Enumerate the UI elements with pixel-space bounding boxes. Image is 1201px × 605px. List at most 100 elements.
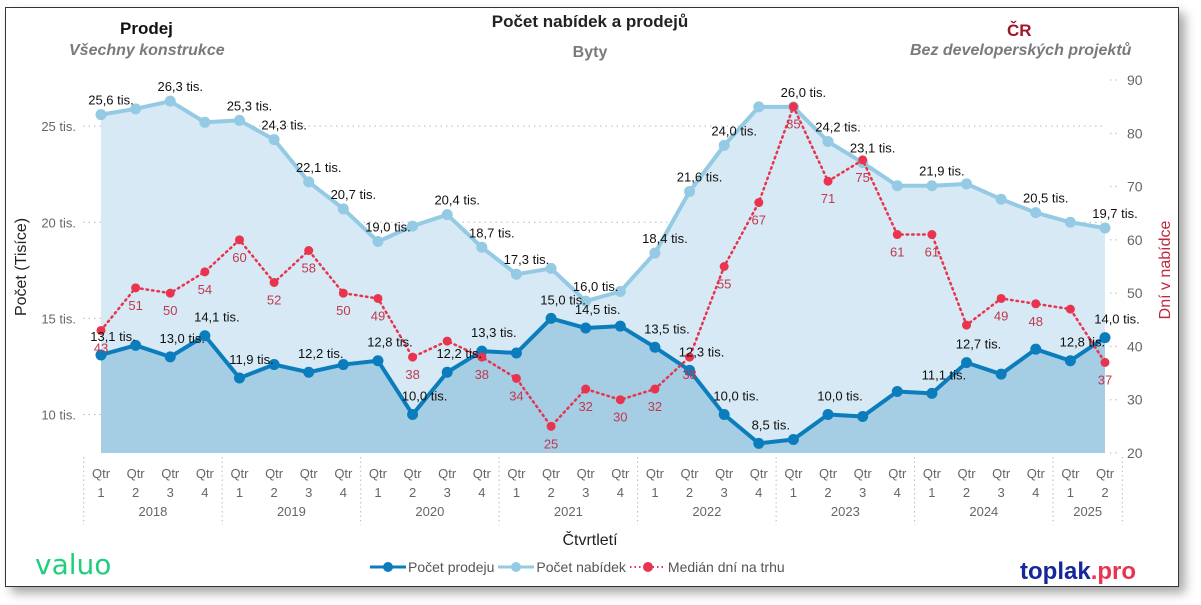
x-tick-qnum: 1 [513,485,520,500]
sales-point [614,320,626,332]
median-point [1100,357,1110,367]
y-tick-label: 20 tis. [41,215,76,230]
offers-point [303,176,315,188]
offers-line [100,99,1106,304]
median-data-label: 54 [198,282,212,297]
median-data-label: 37 [1098,372,1112,387]
sales-point [822,409,834,421]
y-tick-label: 15 tis. [41,311,76,326]
toplak-logo-suffix: pro [1097,558,1137,585]
sales-point [268,359,280,371]
x-tick-qnum: 2 [963,485,970,500]
sales-data-label: 10,0 tis. [402,389,448,404]
offers-point [545,262,557,274]
x-tick-qtr: Qtr [819,466,838,481]
toplak-logo-main: toplak [1020,558,1091,585]
valuo-logo: valuo [35,548,112,581]
sales-data-label: 11,1 tis. [922,367,967,382]
y-axis-title: Počet (Tisíce) [13,218,30,316]
x-tick-qtr: Qtr [334,466,353,481]
offers-data-label: 25,3 tis. [227,98,273,113]
x-tick-qtr: Qtr [404,466,423,481]
x-tick-qtr: Qtr [854,466,873,481]
x-tick-qtr: Qtr [1027,466,1046,481]
median-data-label: 61 [890,245,904,260]
median-data-label: 51 [128,298,142,313]
x-tick-qtr: Qtr [923,466,942,481]
left-subtitle: Všechny konstrukce [69,42,225,59]
median-point [719,262,729,271]
offers-data-label: 26,3 tis. [157,79,203,94]
legend-item-offers[interactable]: Počet nabídek [498,559,626,575]
offers-data-label: 19,7 tis. [1092,206,1138,221]
median-data-label: 49 [994,308,1008,323]
offers-data-label: 21,6 tis. [677,170,723,185]
legend-label-median: Medián dní na trhu [667,559,785,575]
sales-data-label: 12,2 tis. [436,346,482,361]
sales-data-label: 11,9 tis. [229,352,274,367]
right-title: ČR [1007,21,1032,40]
median-data-label: 60 [232,250,246,265]
legend-item-median[interactable]: Medián dní na trhu [629,559,785,575]
x-tick-qtr: Qtr [369,466,388,481]
sales-point [857,410,869,422]
x-tick-qnum: 2 [824,485,831,500]
y-right-tick-label: 40 [1127,338,1143,354]
median-point [996,293,1006,303]
median-point [581,384,591,394]
sales-point [1099,332,1111,344]
median-point [1065,304,1075,314]
y-right-tick-label: 50 [1127,285,1143,301]
offers-point [961,178,973,190]
y-right-tick-label: 70 [1127,179,1143,195]
y-right-tick-label: 90 [1127,72,1143,88]
x-tick-qnum: 4 [1032,485,1039,500]
legend-label-sales: Počet prodeju [408,559,495,575]
legend-item-sales[interactable]: Počet prodeju [370,559,494,575]
x-tick-qtr: Qtr [92,466,111,481]
x-tick-qtr: Qtr [542,466,561,481]
sales-data-label: 14,1 tis. [194,310,240,325]
sales-data-label: 13,1 tis. [90,329,136,344]
offers-data-label: 19,0 tis. [365,220,411,235]
offers-point [233,114,245,126]
legend-label-offers: Počet nabídek [536,559,626,575]
x-tick-qtr: Qtr [611,466,630,481]
x-tick-year: 2018 [138,504,167,519]
median-data-label: 52 [267,292,281,307]
sales-data-label: 12,3 tis. [679,344,725,359]
median-data-label: 71 [821,191,835,206]
sales-point [372,355,384,367]
median-point [96,325,106,335]
median-point [373,293,383,303]
x-tick-qtr: Qtr [577,466,596,481]
x-tick-qnum: 2 [409,485,416,500]
sales-point [164,351,176,363]
offers-data-label: 24,2 tis. [815,120,861,135]
x-tick-qnum: 1 [790,485,797,500]
sales-data-label: 10,0 tis. [817,389,863,404]
left-title: Prodej [120,19,173,38]
median-data-label: 43 [94,340,108,355]
sales-point [337,359,349,371]
sales-data-label: 13,3 tis. [471,325,517,340]
median-point [927,230,937,240]
offers-point [684,186,696,198]
x-tick-year: 2023 [831,504,860,519]
x-tick-qnum: 2 [132,485,139,500]
sales-point [926,387,938,399]
offers-point [649,247,661,259]
median-point [546,421,556,431]
median-data-label: 58 [301,261,315,276]
x-tick-year: 2022 [692,504,721,519]
x-tick-qtr: Qtr [196,466,215,481]
y-right-tick-label: 30 [1127,392,1143,408]
sales-area [101,318,1105,453]
offers-point [268,134,280,146]
toplak-logo: toplak.pro [1020,558,1136,586]
sales-point [130,339,142,351]
x-tick-qtr: Qtr [230,466,249,481]
offers-data-label: 18,4 tis. [642,231,688,246]
x-tick-qnum: 2 [1101,485,1108,500]
